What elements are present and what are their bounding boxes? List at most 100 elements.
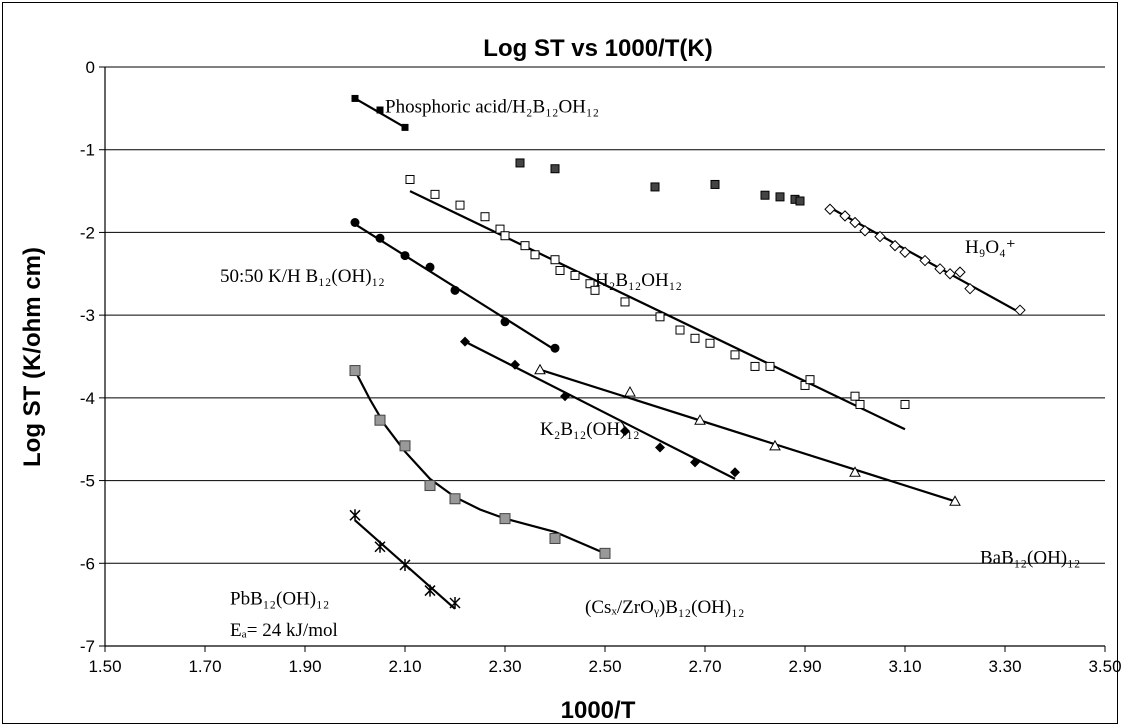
series-label: H₉O₄⁺	[965, 237, 1016, 258]
x-tick-label: 2.50	[588, 657, 621, 676]
x-tick-label: 1.50	[88, 657, 121, 676]
y-tick-label: -1	[80, 141, 95, 160]
data-point	[495, 224, 505, 234]
data-point	[424, 480, 436, 492]
x-tick-label: 2.10	[388, 657, 421, 676]
y-tick-label: -3	[80, 306, 95, 325]
data-point	[399, 440, 411, 452]
data-point	[889, 239, 901, 252]
y-tick-label: -2	[80, 223, 95, 242]
data-point	[510, 359, 520, 370]
data-point	[919, 254, 931, 267]
x-tick-label: 2.30	[488, 657, 521, 676]
data-point	[705, 338, 715, 348]
grid-lines	[105, 66, 1105, 564]
data-point	[849, 466, 861, 477]
data-point	[450, 285, 460, 295]
data-point	[349, 365, 361, 377]
data-point	[500, 231, 510, 241]
y-tick-label: -4	[80, 389, 95, 408]
y-tick-label: -7	[80, 637, 95, 656]
data-point	[944, 268, 956, 280]
data-point	[374, 540, 386, 553]
fit-lines	[354, 97, 1021, 610]
data-point	[570, 270, 580, 280]
series-label: H₂B₁₂OH₁₂	[595, 270, 682, 291]
data-point	[624, 386, 636, 397]
data-point	[730, 350, 740, 360]
x-axis-title: 1000/T	[561, 697, 636, 724]
data-point	[401, 123, 409, 131]
data-point	[550, 164, 560, 174]
data-point	[874, 230, 886, 243]
data-point	[620, 297, 630, 307]
data-point	[534, 363, 546, 375]
data-point	[460, 336, 470, 347]
data-point	[590, 285, 600, 295]
data-point	[769, 439, 781, 451]
data-point	[954, 266, 966, 278]
data-point	[480, 212, 490, 222]
data-point	[675, 325, 685, 335]
data-point	[859, 225, 871, 237]
data-point	[500, 317, 510, 327]
x-tick-label: 2.90	[788, 657, 821, 676]
data-point	[555, 265, 565, 275]
data-point	[750, 361, 760, 371]
data-point	[650, 182, 660, 192]
data-point	[824, 203, 836, 215]
data-point	[855, 399, 865, 409]
data-point	[850, 391, 860, 401]
y-tick-label: -6	[80, 554, 95, 573]
fit-line	[409, 190, 906, 431]
axes: 0 -1 -2 -3 -4 -5 -6 -71.50 1.70 1.90 2.10 2.30 2.50 2…	[80, 58, 1122, 676]
series-label: K₂B₁₂(OH)₁₂	[540, 419, 640, 440]
data-point	[350, 218, 360, 228]
data-point	[900, 399, 910, 409]
x-tick-label: 3.30	[988, 657, 1021, 676]
series-labels: Phosphoric acid/H₂B₁₂OH₁₂ H₉O₄⁺ 50:50 K/H …	[220, 96, 1080, 641]
data-point	[805, 375, 815, 385]
data-point	[449, 493, 461, 505]
data-point	[839, 210, 851, 222]
data-point	[730, 467, 740, 478]
data-point	[800, 380, 810, 390]
y-axis-title: Log ST (K/ohm cm)	[19, 247, 46, 467]
fit-line	[464, 340, 736, 480]
data-point	[655, 312, 665, 322]
data-point	[425, 262, 435, 272]
x-tick-label: 3.10	[888, 657, 921, 676]
data-point	[585, 279, 595, 289]
data-point	[765, 361, 775, 371]
data-point	[376, 106, 384, 114]
data-point	[351, 94, 359, 102]
data-point	[1014, 304, 1026, 316]
data-point	[449, 596, 461, 609]
data-point	[560, 391, 570, 402]
data-point	[399, 558, 411, 571]
series-label: 50:50 K/H B₁₂(OH)₁₂	[220, 266, 385, 287]
data-point	[375, 233, 385, 243]
data-point	[949, 495, 961, 506]
data-point	[775, 192, 785, 202]
data-point	[710, 179, 720, 189]
data-point	[795, 196, 805, 206]
y-tick-label: 0	[86, 58, 95, 77]
data-point	[520, 241, 530, 251]
data-point	[550, 255, 560, 265]
data-point	[530, 250, 540, 260]
x-tick-label: 3.50	[1088, 657, 1121, 676]
data-point	[655, 442, 665, 453]
data-point	[934, 263, 946, 275]
x-tick-label: 2.70	[688, 657, 721, 676]
data-point	[694, 414, 706, 425]
data-point	[499, 513, 511, 525]
fit-line	[539, 368, 956, 503]
series-label: PbB₁₂(OH)₁₂	[230, 589, 329, 610]
data-point	[455, 200, 465, 210]
series-label: (Csₓ/ZrOᵧ)B₁₂(OH)₁₂	[585, 597, 744, 618]
data-point	[374, 414, 386, 426]
data-points	[349, 94, 1026, 609]
